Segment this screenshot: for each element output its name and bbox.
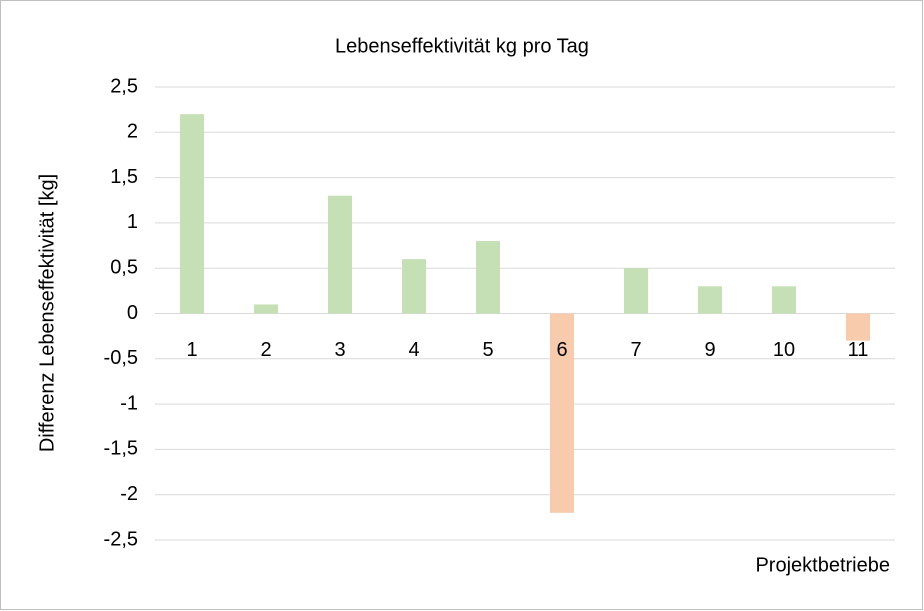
x-tick-label: 4 (408, 339, 419, 361)
x-tick-label: 2 (260, 339, 271, 361)
y-axis-title: Differenz Lebenseffektivität [kg] (36, 174, 58, 452)
bar (550, 313, 574, 513)
x-tick-label: 6 (556, 339, 567, 361)
y-tick-label: 0 (127, 302, 138, 324)
bar (476, 241, 500, 314)
y-tick-label: 1 (127, 211, 138, 233)
x-tick-label: 5 (482, 339, 493, 361)
x-tick-label: 1 (186, 339, 197, 361)
x-tick-label: 9 (704, 339, 715, 361)
y-tick-label: 2,5 (110, 75, 138, 97)
bar (624, 268, 648, 314)
bar (846, 313, 870, 341)
y-tick-label: 0,5 (110, 256, 138, 278)
bar (180, 114, 204, 314)
y-tick-label: -2,5 (104, 528, 138, 550)
y-tick-label: 2 (127, 121, 138, 143)
y-tick-label: -2 (120, 483, 138, 505)
x-tick-label: 11 (848, 339, 869, 361)
bar (328, 195, 352, 314)
x-axis-title: Projektbetriebe (755, 554, 890, 576)
bar (254, 304, 278, 314)
bar (772, 286, 796, 314)
y-tick-label: 1,5 (110, 166, 138, 188)
bar (698, 286, 722, 314)
y-tick-label: -1,5 (104, 438, 138, 460)
y-tick-label: -0,5 (104, 347, 138, 369)
chart-title: Lebenseffektivität kg pro Tag (335, 35, 589, 57)
x-tick-label: 10 (773, 339, 795, 361)
x-tick-label: 3 (334, 339, 345, 361)
y-tick-label: -1 (120, 392, 138, 414)
x-tick-label: 7 (630, 339, 641, 361)
bar (402, 259, 426, 314)
